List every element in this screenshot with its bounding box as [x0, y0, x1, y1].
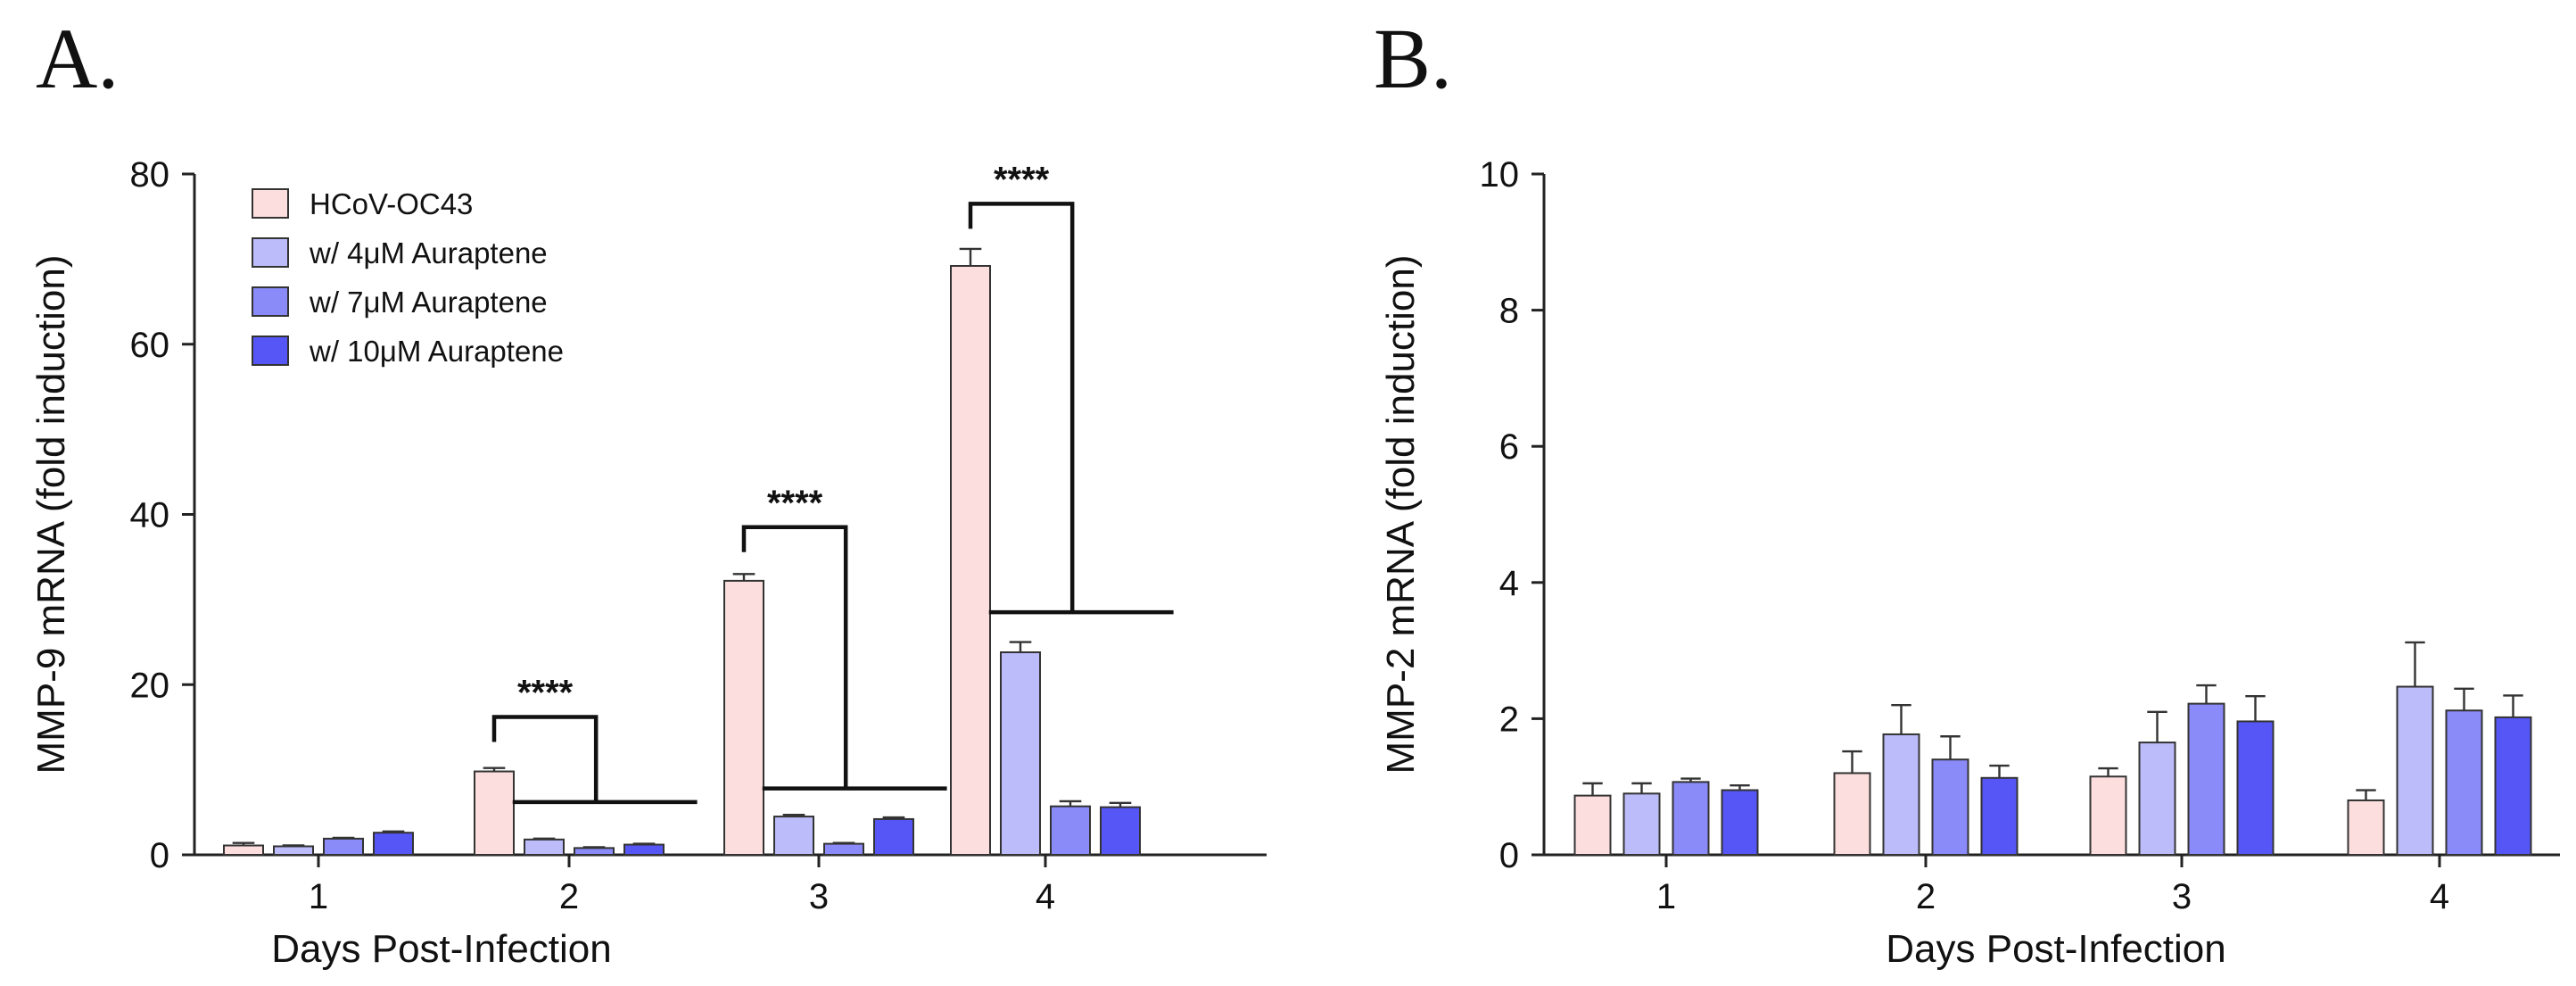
y-tick-label: 40 [130, 496, 170, 535]
bar [1000, 651, 1041, 856]
significance-label: **** [517, 673, 574, 712]
significance-label: **** [994, 160, 1050, 199]
bar [1100, 806, 1141, 857]
y-tick-label: 2 [1499, 700, 1519, 739]
x-tick-label: 2 [1916, 877, 1936, 916]
bar [1622, 792, 1661, 857]
y-tick-label: 0 [150, 836, 169, 875]
bar [574, 847, 615, 856]
x-tick-label: 3 [2172, 877, 2192, 916]
chart-panel-a: A. 0 20 40 60 80 1 2 3 4 Days Post-Infection MMP-9 … [29, 11, 1267, 971]
bar [1721, 789, 1759, 857]
y-tick-label: 0 [1499, 836, 1519, 875]
x-tick-label: 4 [2430, 877, 2449, 916]
bar [773, 816, 814, 856]
x-tick-label: 3 [809, 877, 829, 916]
legend-swatch [252, 336, 289, 366]
bar [223, 844, 264, 856]
legend-swatch [252, 286, 289, 317]
legend-label: w/ 7μM Auraptene [309, 286, 548, 319]
legend-label: HCoV-OC43 [310, 187, 473, 220]
panel-label: A. [36, 11, 119, 106]
bar [373, 832, 414, 857]
x-tick-label: 4 [1036, 877, 1055, 916]
y-tick-label: 80 [130, 155, 170, 195]
y-tick-label: 10 [1480, 155, 1520, 195]
significance-label: **** [767, 484, 823, 523]
panel-label: B. [1374, 11, 1452, 106]
bar [2445, 709, 2483, 857]
x-axis-title: Days Post-Infection [271, 927, 612, 971]
bar [1931, 758, 1969, 856]
bar [950, 265, 991, 856]
bar [2187, 702, 2225, 857]
bar [273, 845, 314, 857]
bar [1050, 805, 1091, 856]
bar [2494, 716, 2532, 857]
bar [2236, 720, 2275, 857]
bar [1980, 776, 2019, 857]
bar [623, 843, 665, 856]
x-axis-title: Days Post-Infection [1886, 927, 2226, 971]
significance-bracket [968, 202, 1075, 613]
bar [2089, 775, 2127, 857]
legend: HCoV-OC43 w/ 4μM Auraptene w/ 7μM Aurapten… [252, 187, 564, 368]
x-tick-label: 2 [559, 877, 579, 916]
y-tick-label: 60 [130, 326, 170, 365]
bar [2138, 742, 2176, 856]
legend-swatch [252, 188, 289, 219]
y-tick-label: 4 [1499, 564, 1519, 603]
bar [873, 817, 914, 857]
bar [474, 770, 515, 856]
y-axis-title: MMP-9 mRNA (fold induction) [29, 255, 73, 775]
bar [1573, 794, 1612, 857]
bar [2347, 799, 2385, 857]
bar [323, 837, 364, 856]
y-tick-label: 6 [1499, 427, 1519, 467]
bar [1882, 733, 1920, 856]
bar [1833, 772, 1871, 856]
significance-bracket [741, 525, 848, 789]
legend-label: w/ 4μM Auraptene [309, 236, 548, 269]
x-tick-label: 1 [1656, 877, 1676, 916]
bar [723, 579, 764, 857]
y-tick-label: 20 [130, 666, 170, 705]
bar [524, 838, 565, 857]
y-tick-label: 8 [1499, 292, 1519, 331]
bar [1672, 781, 1710, 857]
legend-swatch [252, 237, 289, 268]
x-tick-label: 1 [309, 877, 328, 916]
bar [2396, 685, 2434, 856]
y-axis-title: MMP-2 mRNA (fold induction) [1379, 255, 1423, 775]
bar [823, 842, 864, 857]
significance-bracket [491, 715, 599, 802]
legend-label: w/ 10μM Auraptene [309, 335, 564, 368]
